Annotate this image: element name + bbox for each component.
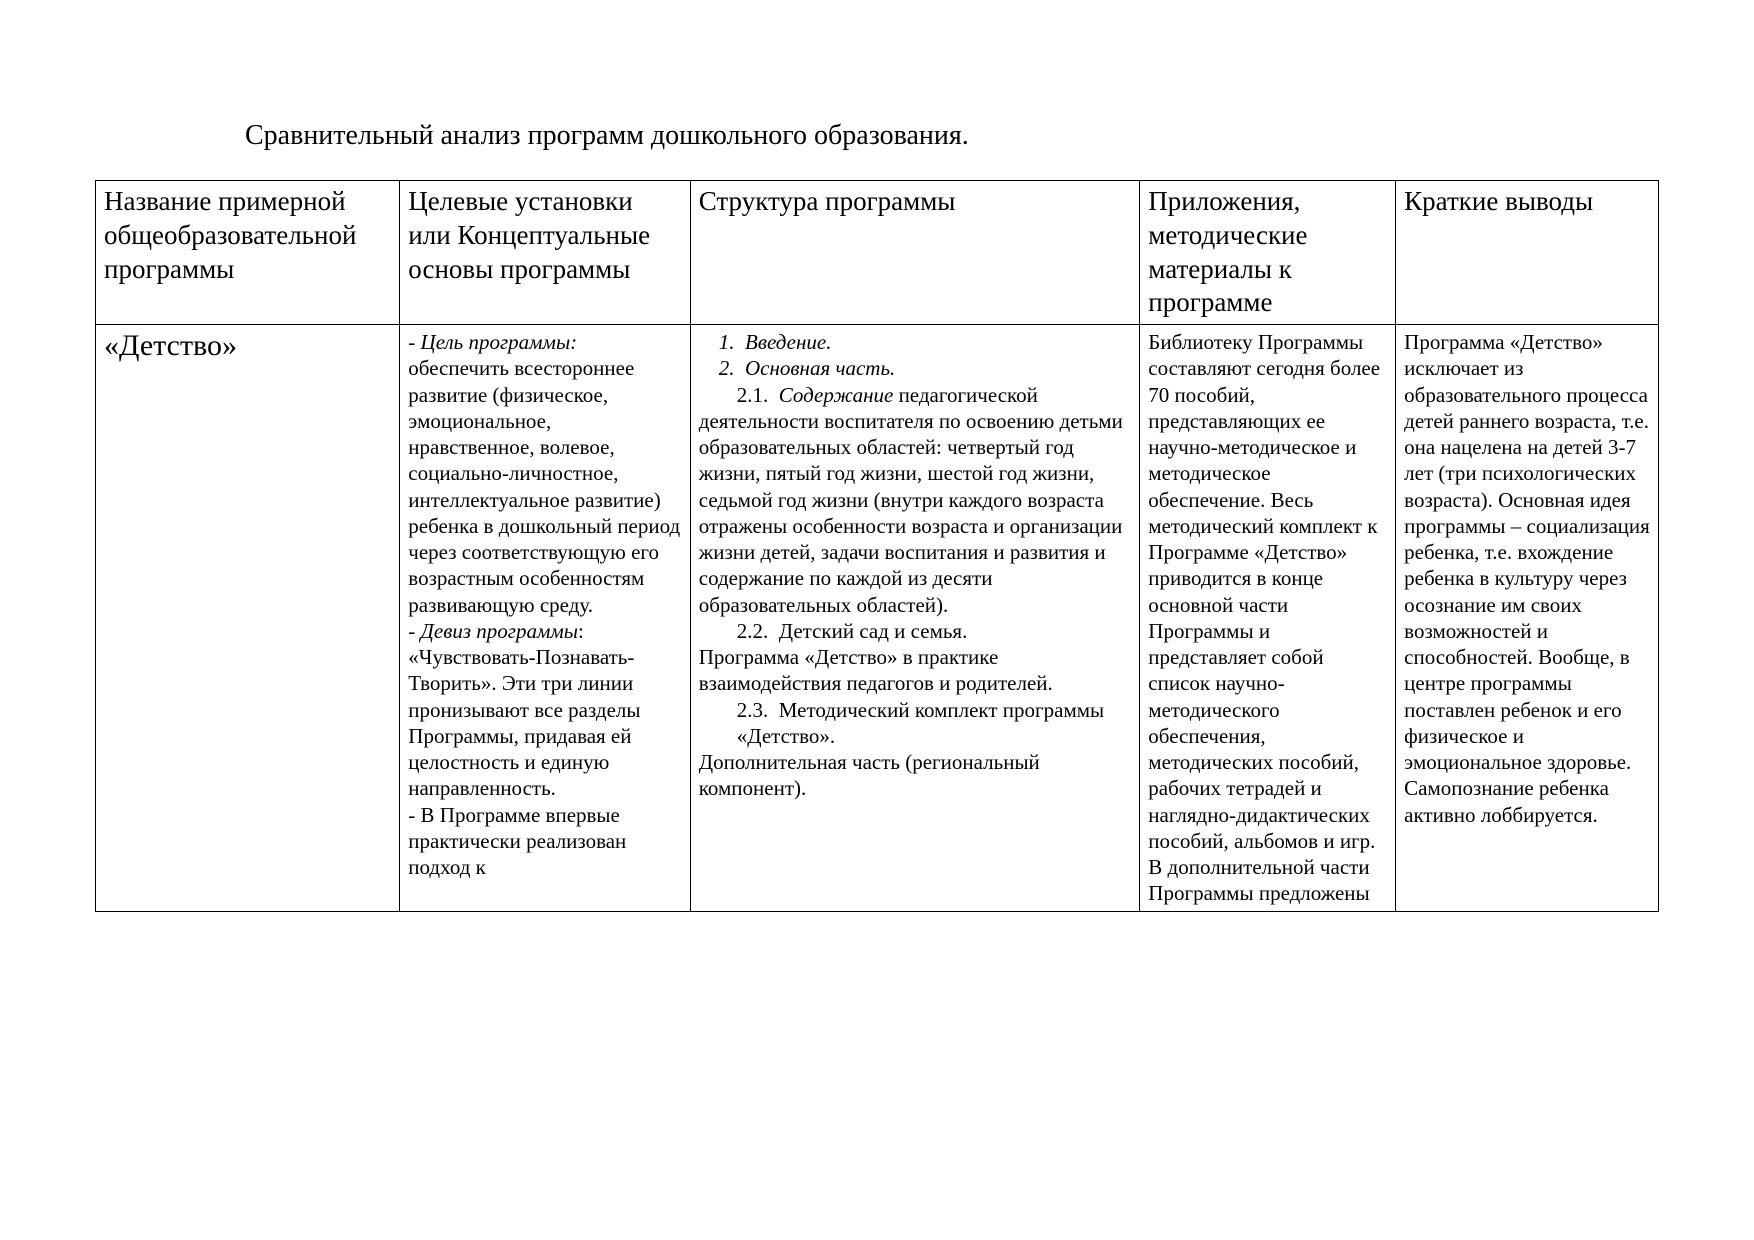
goal-extra: - В Программе впервые практически реализ…: [408, 803, 626, 880]
goal-text: обеспечить всестороннее развитие (физиче…: [408, 356, 680, 616]
structure-item-23-head: 2.3. Методический комплект программы «Де…: [699, 697, 1132, 750]
motto-text: : «Чувствовать-Познавать-Творить». Эти т…: [408, 619, 640, 801]
s21-rest: деятельности воспитателя по освоению дет…: [699, 409, 1123, 617]
s23-title: Методический комплект программы «Детство…: [737, 698, 1104, 748]
cell-appendix: Библиотеку Программы составляют сегодня …: [1140, 325, 1396, 912]
table-header-row: Название примерной общеобразовательной п…: [96, 181, 1659, 325]
col-header-goals: Целевые установки или Концептуальные осн…: [400, 181, 690, 325]
col-header-summary: Краткие выводы: [1396, 181, 1659, 325]
cell-summary: Программа «Детство» исключает из образов…: [1396, 325, 1659, 912]
cell-goals: - Цель программы: обеспечить всесторонне…: [400, 325, 690, 912]
document-page: Сравнительный анализ программ дошкольног…: [0, 0, 1754, 1240]
s22-num: 2.2.: [737, 619, 769, 643]
table-row: «Детство» - Цель программы: обеспечить в…: [96, 325, 1659, 912]
comparison-table: Название примерной общеобразовательной п…: [95, 180, 1659, 912]
document-title: Сравнительный анализ программ дошкольног…: [95, 120, 1659, 152]
motto-label: - Девиз программы: [408, 619, 578, 643]
s22-title: Детский сад и семья.: [779, 619, 968, 643]
s2-num: 2.: [719, 356, 735, 380]
s1-title: Введение.: [745, 330, 831, 354]
s1-num: 1.: [719, 330, 735, 354]
s21-head: 2.1. Содержание педагогической: [699, 382, 1132, 408]
col-header-structure: Структура программы: [690, 181, 1140, 325]
cell-program-name: «Детство»: [96, 325, 400, 912]
s22-rest: Программа «Детство» в практике взаимодей…: [699, 645, 1053, 695]
col-header-appendix: Приложения, методические материалы к про…: [1140, 181, 1396, 325]
col-header-name: Название примерной общеобразовательной п…: [96, 181, 400, 325]
s21-num: 2.1.: [737, 383, 769, 407]
structure-item-22-head: 2.2. Детский сад и семья.: [699, 618, 1132, 644]
structure-item-21: 2.1. Содержание педагогической деятельно…: [699, 382, 1132, 617]
s23-num: 2.3.: [737, 698, 769, 722]
s21-rest-inline: педагогической: [899, 383, 1038, 407]
s21-it: Содержание: [779, 383, 894, 407]
structure-item-2: 2. Основная часть.: [699, 355, 1132, 381]
goal-label: - Цель программы:: [408, 330, 577, 354]
s23-rest: Дополнительная часть (региональный компо…: [699, 750, 1040, 800]
cell-structure: 1. Введение. 2. Основная часть. 2.1. Сод…: [690, 325, 1140, 912]
structure-item-1: 1. Введение.: [699, 329, 1132, 355]
s2-title: Основная часть.: [745, 356, 895, 380]
